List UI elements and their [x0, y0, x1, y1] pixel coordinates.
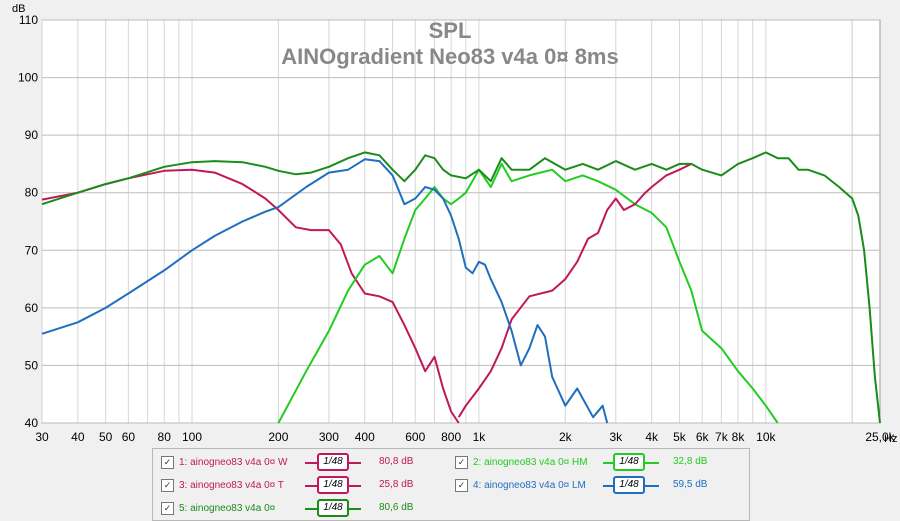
y-tick-label: 70 [25, 243, 39, 257]
x-tick-label: 30 [35, 430, 49, 444]
y-tick-label: 40 [25, 416, 39, 430]
smoothing-badge[interactable]: 1/48 [613, 476, 645, 494]
x-tick-label: 100 [182, 430, 202, 444]
checkbox-icon[interactable]: ✓ [455, 455, 468, 469]
legend-value: 80,8 dB [379, 456, 414, 467]
x-tick-label: 8k [732, 430, 746, 444]
x-tick-label: 6k [696, 430, 710, 444]
x-tick-label: 7k [715, 430, 729, 444]
smoothing-badge[interactable]: 1/48 [317, 453, 349, 471]
x-tick-label: 40 [71, 430, 85, 444]
y-tick-labels: 110 100 90 80 70 60 50 40 [18, 13, 38, 430]
smoothing-badge[interactable]: 1/48 [613, 453, 645, 471]
checkbox-icon[interactable]: ✓ [161, 478, 174, 492]
y-tick-label: 90 [25, 128, 39, 142]
smoothing-badge[interactable]: 1/48 [317, 476, 349, 494]
legend: ✓ 1: ainogneo83 v4a 0¤ W 1/48 80,8 dB ✓ … [152, 448, 750, 521]
x-tick-label: 600 [405, 430, 425, 444]
y-tick-label: 60 [25, 301, 39, 315]
x-tick-label: 25,0k [865, 430, 895, 444]
x-tick-label: 300 [319, 430, 339, 444]
x-tick-label: 200 [268, 430, 288, 444]
chart-subtitle: AINOgradient Neo83 v4a 0¤ 8ms [281, 44, 618, 69]
legend-value: 25,8 dB [379, 479, 414, 490]
y-tick-label: 100 [18, 71, 38, 85]
x-tick-label: 10k [756, 430, 776, 444]
y-tick-label: 110 [19, 13, 38, 27]
legend-item-2[interactable]: ✓ 2: ainogneo83 v4a 0¤ HM [455, 453, 588, 471]
legend-label: 5: ainogneo83 v4a 0¤ [179, 502, 276, 514]
legend-item-1[interactable]: ✓ 1: ainogneo83 v4a 0¤ W [161, 453, 287, 471]
series-group [41, 151, 881, 424]
x-tick-label: 400 [355, 430, 375, 444]
x-tick-label: 60 [122, 430, 136, 444]
y-tick-label: 50 [25, 358, 39, 372]
checkbox-icon[interactable]: ✓ [161, 455, 174, 469]
series-line-w [41, 168, 460, 424]
x-tick-label: 2k [559, 430, 573, 444]
x-tick-label: 80 [158, 430, 172, 444]
checkbox-icon[interactable]: ✓ [161, 501, 174, 515]
x-tick-label: 4k [645, 430, 659, 444]
legend-item-5[interactable]: ✓ 5: ainogneo83 v4a 0¤ [161, 499, 275, 517]
legend-value: 80,6 dB [379, 502, 414, 513]
series-line-hm [277, 162, 779, 424]
x-tick-label: 50 [99, 430, 113, 444]
x-tick-label: 5k [673, 430, 687, 444]
x-tick-label: 3k [609, 430, 623, 444]
legend-label: 4: ainogneo83 v4a 0¤ LM [473, 479, 586, 491]
legend-label: 2: ainogneo83 v4a 0¤ HM [473, 456, 588, 468]
x-unit-label: Hz [884, 433, 897, 445]
y-unit-label: dB [12, 3, 25, 15]
legend-item-4[interactable]: ✓ 4: ainogneo83 v4a 0¤ LM [455, 476, 586, 494]
series-line-t [457, 163, 692, 418]
x-tick-label: 800 [441, 430, 461, 444]
plot-area [41, 19, 881, 424]
legend-value: 59,5 dB [673, 479, 708, 490]
smoothing-badge[interactable]: 1/48 [317, 499, 349, 517]
chart-title: SPL [429, 18, 472, 43]
legend-label: 1: ainogneo83 v4a 0¤ W [179, 456, 288, 468]
x-tick-labels: 30 40 50 60 80 100 200 300 400 600 800 1k 2k 3k 4k 5k 6k… [35, 430, 895, 444]
legend-item-3[interactable]: ✓ 3: ainogneo83 v4a 0¤ T [161, 476, 284, 494]
legend-value: 32,8 dB [673, 456, 708, 467]
series-line-lm [41, 158, 609, 424]
legend-label: 3: ainogneo83 v4a 0¤ T [179, 479, 284, 491]
checkbox-icon[interactable]: ✓ [455, 478, 468, 492]
x-tick-label: 1k [473, 430, 487, 444]
y-tick-label: 80 [25, 186, 39, 200]
series-line-sum [41, 151, 881, 424]
